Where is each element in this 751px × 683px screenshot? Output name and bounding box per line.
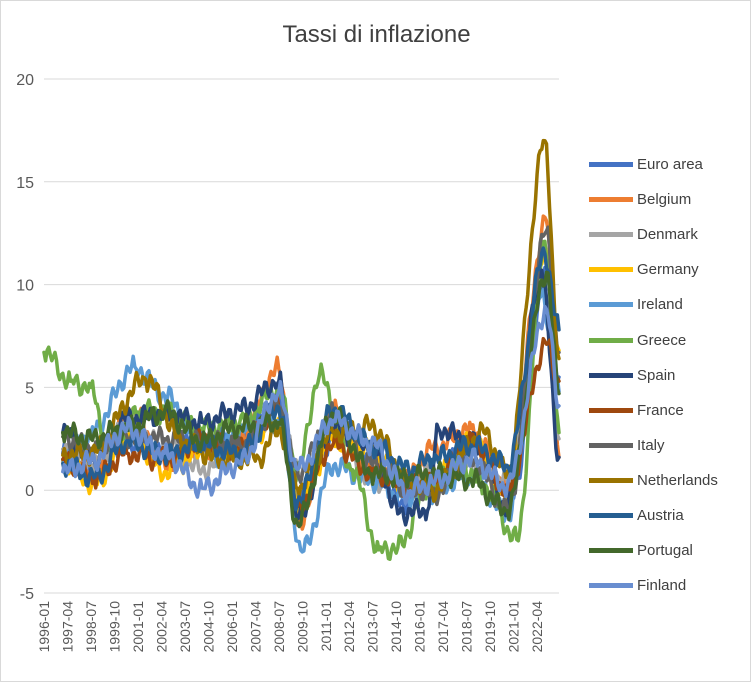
legend-label: Euro area [637, 156, 703, 174]
legend-item: Ireland [589, 287, 749, 322]
legend-item: Austria [589, 498, 749, 533]
legend-label: Germany [637, 261, 699, 279]
x-tick-label: 2001-01 [130, 601, 146, 653]
legend-label: Spain [637, 366, 676, 384]
legend-swatch [589, 302, 633, 308]
legend-label: Austria [637, 506, 684, 524]
legend-swatch [589, 267, 633, 273]
legend-swatch [589, 337, 633, 343]
x-tick-label: 2004-10 [200, 601, 216, 653]
x-tick-label: 2014-10 [388, 601, 404, 653]
x-tick-label: 2008-07 [271, 601, 287, 653]
series-line [61, 270, 561, 529]
x-tick-label: 1998-07 [83, 601, 99, 653]
legend-label: Italy [637, 436, 665, 454]
y-tick-label: 20 [16, 72, 34, 89]
chart-title: Tassi di inflazione [282, 21, 471, 48]
legend-label: Ireland [637, 296, 683, 314]
x-tick-label: 2017-04 [435, 601, 451, 653]
series-line [61, 304, 561, 505]
y-tick-label: 5 [25, 380, 34, 397]
legend-label: Denmark [637, 226, 698, 244]
legend-swatch [589, 442, 633, 448]
legend-item: Euro area [589, 147, 749, 182]
x-tick-label: 2012-04 [341, 601, 357, 653]
legend-item: Greece [589, 322, 749, 357]
legend-swatch [589, 477, 633, 483]
legend-label: France [637, 401, 684, 419]
legend-item: Portugal [589, 533, 749, 568]
series-line [61, 246, 561, 512]
x-tick-label: 2006-01 [224, 601, 240, 653]
legend-label: Greece [637, 331, 687, 349]
x-tick-label: 2011-01 [318, 601, 334, 652]
legend-swatch [589, 372, 633, 378]
x-tick-label: 1999-10 [106, 601, 122, 653]
legend-swatch [589, 512, 633, 518]
legend-swatch [589, 583, 633, 589]
x-tick-label: 2013-07 [365, 601, 381, 653]
x-tick-label: 2018-07 [459, 601, 475, 653]
chart-legend: Euro area Belgium Denmark Germany Ireland Gre… [589, 147, 749, 603]
y-tick-label: 0 [25, 483, 34, 500]
legend-item: France [589, 393, 749, 428]
x-tick-label: 2007-04 [247, 601, 263, 653]
legend-swatch [589, 232, 633, 238]
x-tick-label: 2016-01 [412, 601, 428, 653]
y-tick-label: 15 [16, 175, 34, 192]
legend-label: Belgium [637, 191, 692, 209]
legend-item: Belgium [589, 182, 749, 217]
legend-item: Denmark [589, 217, 749, 252]
legend-swatch [589, 548, 633, 554]
legend-swatch [589, 162, 633, 168]
x-tick-label: 2022-04 [529, 601, 545, 653]
legend-swatch [589, 407, 633, 413]
x-tick-label: 1996-01 [36, 601, 52, 653]
legend-item: Italy [589, 428, 749, 463]
x-tick-label: 2009-10 [294, 601, 310, 653]
legend-label: Portugal [637, 542, 693, 560]
x-tick-label: 2019-10 [482, 601, 498, 653]
legend-label: Netherlands [637, 471, 718, 489]
y-tick-label: -5 [20, 586, 34, 603]
legend-item: Germany [589, 252, 749, 287]
legend-label: Finland [637, 577, 687, 595]
x-tick-label: 2002-04 [153, 601, 169, 653]
y-tick-label: 10 [16, 278, 34, 295]
x-tick-label: 2003-07 [177, 601, 193, 653]
legend-item: Netherlands [589, 463, 749, 498]
legend-item: Finland [589, 568, 749, 603]
x-tick-label: 1997-04 [59, 601, 75, 653]
legend-swatch [589, 197, 633, 203]
x-tick-label: 2021-01 [506, 601, 522, 653]
legend-item: Spain [589, 358, 749, 393]
